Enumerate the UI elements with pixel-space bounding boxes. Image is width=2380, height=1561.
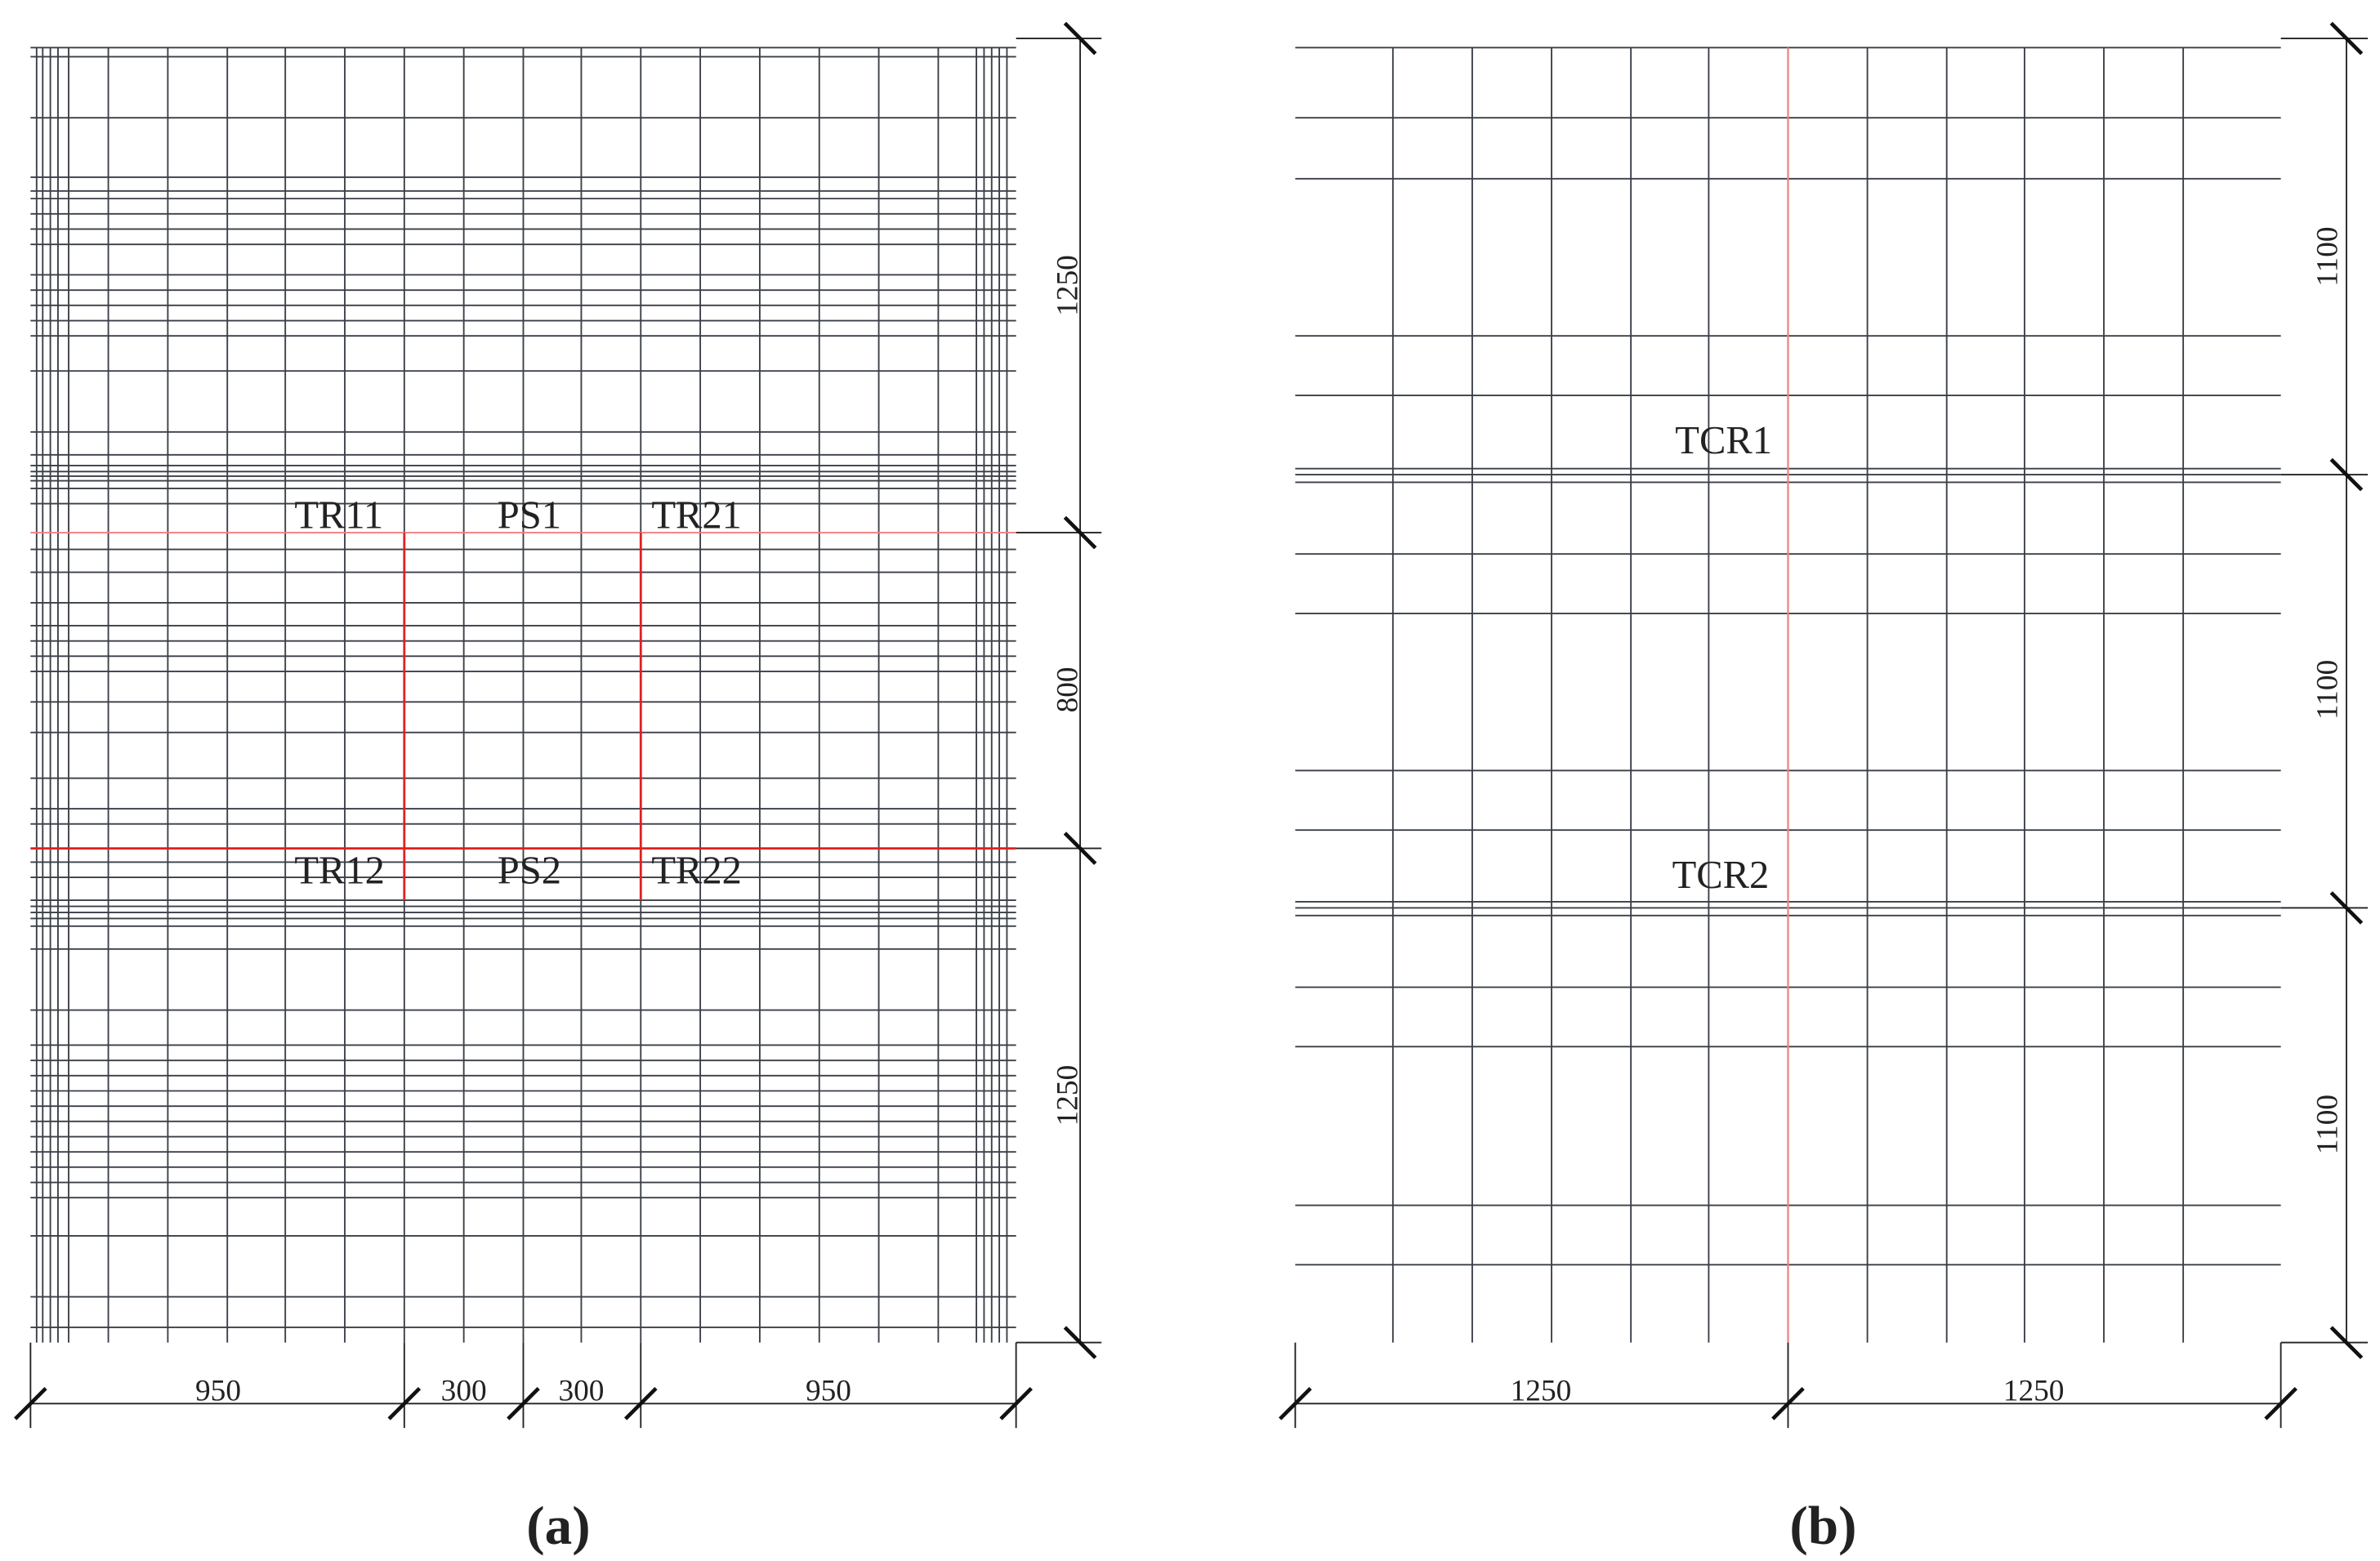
tick-slash (2329, 1326, 2364, 1359)
dimension-label: 950 (195, 1375, 241, 1408)
dimension-label: 950 (806, 1375, 851, 1408)
dimension-label: 1100 (2311, 226, 2345, 286)
sensor-label: TR12 (294, 849, 385, 893)
tick-slash (999, 1386, 1033, 1421)
dimension-label: 1100 (2311, 1095, 2345, 1154)
dimension-label: 300 (441, 1375, 487, 1408)
dimension-label: 1100 (2311, 660, 2345, 720)
tick-slash (14, 1386, 47, 1421)
tick-slash (2264, 1386, 2297, 1421)
dimension-label: 300 (558, 1375, 604, 1408)
dimension-label: 1250 (1051, 1065, 1084, 1126)
tick-slash (2329, 891, 2364, 925)
tick-slash (1771, 1386, 1805, 1421)
dimension-label: 1250 (1051, 255, 1084, 316)
dimension-lines (14, 21, 2369, 1429)
tick-slash (1063, 515, 1097, 550)
red-lines (30, 47, 1789, 1343)
sensor-label: TCR2 (1672, 853, 1770, 897)
tick-slash (387, 1386, 422, 1421)
tick-slash (2329, 21, 2364, 56)
tick-slash (1063, 832, 1097, 865)
tick-slash (507, 1386, 540, 1421)
sensor-label: TR22 (651, 849, 742, 893)
panel-caption: (a) (526, 1495, 590, 1556)
grid-layer (30, 47, 2281, 1343)
sensor-label: PS1 (498, 493, 561, 537)
sensor-label: TCR1 (1675, 418, 1772, 462)
sensor-label: TR11 (294, 493, 383, 537)
dimension-label: 1250 (2003, 1375, 2065, 1408)
tick-slash (2329, 457, 2364, 492)
dimension-label: 1250 (1511, 1375, 1572, 1408)
tick-slash (1279, 1386, 1312, 1421)
tick-slash (1063, 21, 1097, 56)
tick-slash (1063, 1326, 1097, 1359)
tick-slash (623, 1386, 658, 1421)
panel-caption: (b) (1789, 1495, 1856, 1556)
sensor-label: PS2 (498, 849, 561, 893)
dimension-label: 800 (1051, 667, 1084, 712)
sensor-label: TR21 (651, 493, 742, 537)
